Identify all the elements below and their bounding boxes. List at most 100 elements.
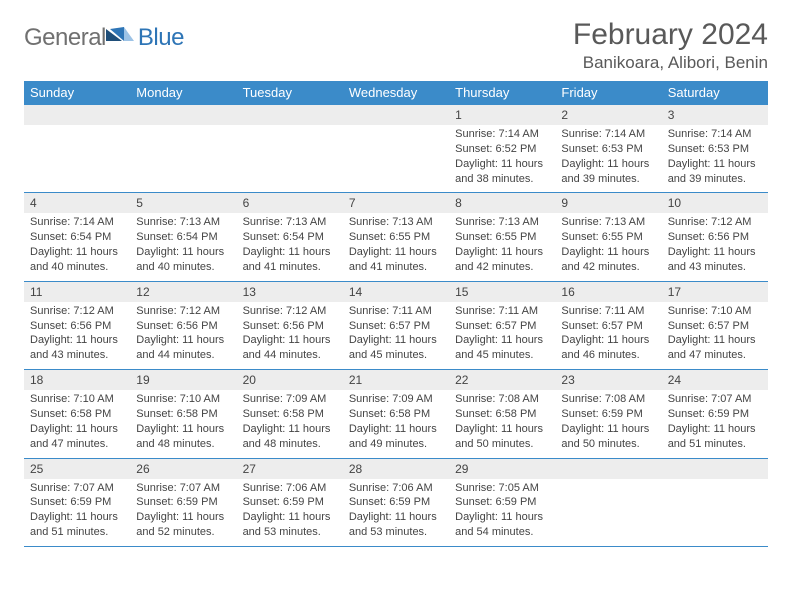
calendar-day: 22Sunrise: 7:08 AMSunset: 6:58 PMDayligh… xyxy=(449,370,555,457)
sunset-line: Sunset: 6:59 PM xyxy=(30,495,124,510)
day-body: Sunrise: 7:11 AMSunset: 6:57 PMDaylight:… xyxy=(449,302,555,369)
calendar-day: 18Sunrise: 7:10 AMSunset: 6:58 PMDayligh… xyxy=(24,370,130,457)
day-number xyxy=(130,105,236,125)
daylight-line: Daylight: 11 hours and 47 minutes. xyxy=(30,422,124,452)
daylight-line: Daylight: 11 hours and 50 minutes. xyxy=(561,422,655,452)
day-body: Sunrise: 7:08 AMSunset: 6:58 PMDaylight:… xyxy=(449,390,555,457)
sunset-line: Sunset: 6:54 PM xyxy=(30,230,124,245)
calendar-day: 4Sunrise: 7:14 AMSunset: 6:54 PMDaylight… xyxy=(24,193,130,280)
daylight-line: Daylight: 11 hours and 38 minutes. xyxy=(455,157,549,187)
day-number xyxy=(555,459,661,479)
sunset-line: Sunset: 6:57 PM xyxy=(349,319,443,334)
sunrise-line: Sunrise: 7:09 AM xyxy=(243,392,337,407)
daylight-line: Daylight: 11 hours and 47 minutes. xyxy=(668,333,762,363)
day-number xyxy=(662,459,768,479)
sunset-line: Sunset: 6:59 PM xyxy=(136,495,230,510)
sunset-line: Sunset: 6:58 PM xyxy=(243,407,337,422)
daylight-line: Daylight: 11 hours and 40 minutes. xyxy=(136,245,230,275)
sunrise-line: Sunrise: 7:13 AM xyxy=(561,215,655,230)
calendar-day: 11Sunrise: 7:12 AMSunset: 6:56 PMDayligh… xyxy=(24,282,130,369)
daylight-line: Daylight: 11 hours and 48 minutes. xyxy=(136,422,230,452)
calendar-day: 3Sunrise: 7:14 AMSunset: 6:53 PMDaylight… xyxy=(662,105,768,192)
day-number: 17 xyxy=(662,282,768,302)
sunrise-line: Sunrise: 7:12 AM xyxy=(243,304,337,319)
day-body: Sunrise: 7:14 AMSunset: 6:53 PMDaylight:… xyxy=(555,125,661,192)
calendar-day: 9Sunrise: 7:13 AMSunset: 6:55 PMDaylight… xyxy=(555,193,661,280)
calendar-day: 17Sunrise: 7:10 AMSunset: 6:57 PMDayligh… xyxy=(662,282,768,369)
day-body: Sunrise: 7:07 AMSunset: 6:59 PMDaylight:… xyxy=(130,479,236,546)
sunset-line: Sunset: 6:58 PM xyxy=(136,407,230,422)
sunset-line: Sunset: 6:55 PM xyxy=(561,230,655,245)
title-block: February 2024 Banikoara, Alibori, Benin xyxy=(573,18,768,73)
calendar-week: 11Sunrise: 7:12 AMSunset: 6:56 PMDayligh… xyxy=(24,282,768,370)
sunset-line: Sunset: 6:57 PM xyxy=(455,319,549,334)
calendar-day: 29Sunrise: 7:05 AMSunset: 6:59 PMDayligh… xyxy=(449,459,555,546)
daylight-line: Daylight: 11 hours and 41 minutes. xyxy=(349,245,443,275)
daylight-line: Daylight: 11 hours and 44 minutes. xyxy=(243,333,337,363)
sunrise-line: Sunrise: 7:12 AM xyxy=(136,304,230,319)
month-title: February 2024 xyxy=(573,18,768,51)
sunset-line: Sunset: 6:55 PM xyxy=(455,230,549,245)
calendar-day xyxy=(555,459,661,546)
day-number: 10 xyxy=(662,193,768,213)
day-number: 1 xyxy=(449,105,555,125)
calendar-day: 27Sunrise: 7:06 AMSunset: 6:59 PMDayligh… xyxy=(237,459,343,546)
sunset-line: Sunset: 6:56 PM xyxy=(243,319,337,334)
day-number: 29 xyxy=(449,459,555,479)
sunset-line: Sunset: 6:59 PM xyxy=(455,495,549,510)
calendar-day: 14Sunrise: 7:11 AMSunset: 6:57 PMDayligh… xyxy=(343,282,449,369)
day-body: Sunrise: 7:13 AMSunset: 6:55 PMDaylight:… xyxy=(555,213,661,280)
sunrise-line: Sunrise: 7:13 AM xyxy=(243,215,337,230)
day-body: Sunrise: 7:14 AMSunset: 6:54 PMDaylight:… xyxy=(24,213,130,280)
calendar-day: 28Sunrise: 7:06 AMSunset: 6:59 PMDayligh… xyxy=(343,459,449,546)
day-body: Sunrise: 7:12 AMSunset: 6:56 PMDaylight:… xyxy=(237,302,343,369)
day-number: 12 xyxy=(130,282,236,302)
day-number xyxy=(237,105,343,125)
calendar-day: 16Sunrise: 7:11 AMSunset: 6:57 PMDayligh… xyxy=(555,282,661,369)
sunset-line: Sunset: 6:57 PM xyxy=(668,319,762,334)
weekday-header-cell: Wednesday xyxy=(343,81,449,105)
day-body xyxy=(343,125,449,191)
day-body: Sunrise: 7:14 AMSunset: 6:53 PMDaylight:… xyxy=(662,125,768,192)
calendar-day xyxy=(343,105,449,192)
calendar-week: 1Sunrise: 7:14 AMSunset: 6:52 PMDaylight… xyxy=(24,105,768,193)
day-body: Sunrise: 7:07 AMSunset: 6:59 PMDaylight:… xyxy=(24,479,130,546)
sunset-line: Sunset: 6:54 PM xyxy=(243,230,337,245)
day-body: Sunrise: 7:10 AMSunset: 6:58 PMDaylight:… xyxy=(130,390,236,457)
day-body: Sunrise: 7:09 AMSunset: 6:58 PMDaylight:… xyxy=(343,390,449,457)
day-body: Sunrise: 7:10 AMSunset: 6:57 PMDaylight:… xyxy=(662,302,768,369)
calendar-day xyxy=(24,105,130,192)
day-number: 9 xyxy=(555,193,661,213)
day-number xyxy=(343,105,449,125)
calendar-day xyxy=(130,105,236,192)
daylight-line: Daylight: 11 hours and 51 minutes. xyxy=(30,510,124,540)
sunrise-line: Sunrise: 7:12 AM xyxy=(668,215,762,230)
day-body: Sunrise: 7:13 AMSunset: 6:55 PMDaylight:… xyxy=(343,213,449,280)
weekday-header-cell: Tuesday xyxy=(237,81,343,105)
sunrise-line: Sunrise: 7:11 AM xyxy=(349,304,443,319)
day-number: 4 xyxy=(24,193,130,213)
day-number: 16 xyxy=(555,282,661,302)
day-body xyxy=(24,125,130,191)
day-number: 19 xyxy=(130,370,236,390)
calendar-day: 25Sunrise: 7:07 AMSunset: 6:59 PMDayligh… xyxy=(24,459,130,546)
sunrise-line: Sunrise: 7:11 AM xyxy=(455,304,549,319)
sunset-line: Sunset: 6:58 PM xyxy=(455,407,549,422)
daylight-line: Daylight: 11 hours and 41 minutes. xyxy=(243,245,337,275)
day-body xyxy=(130,125,236,191)
sunrise-line: Sunrise: 7:07 AM xyxy=(136,481,230,496)
daylight-line: Daylight: 11 hours and 39 minutes. xyxy=(561,157,655,187)
calendar-day: 21Sunrise: 7:09 AMSunset: 6:58 PMDayligh… xyxy=(343,370,449,457)
calendar-day: 15Sunrise: 7:11 AMSunset: 6:57 PMDayligh… xyxy=(449,282,555,369)
sunset-line: Sunset: 6:56 PM xyxy=(30,319,124,334)
calendar-day: 1Sunrise: 7:14 AMSunset: 6:52 PMDaylight… xyxy=(449,105,555,192)
day-body: Sunrise: 7:11 AMSunset: 6:57 PMDaylight:… xyxy=(555,302,661,369)
day-number: 18 xyxy=(24,370,130,390)
sunrise-line: Sunrise: 7:13 AM xyxy=(455,215,549,230)
sunset-line: Sunset: 6:54 PM xyxy=(136,230,230,245)
day-number: 7 xyxy=(343,193,449,213)
day-body: Sunrise: 7:13 AMSunset: 6:54 PMDaylight:… xyxy=(237,213,343,280)
sunset-line: Sunset: 6:55 PM xyxy=(349,230,443,245)
brand-logo: General Blue xyxy=(24,24,184,52)
calendar-day: 19Sunrise: 7:10 AMSunset: 6:58 PMDayligh… xyxy=(130,370,236,457)
